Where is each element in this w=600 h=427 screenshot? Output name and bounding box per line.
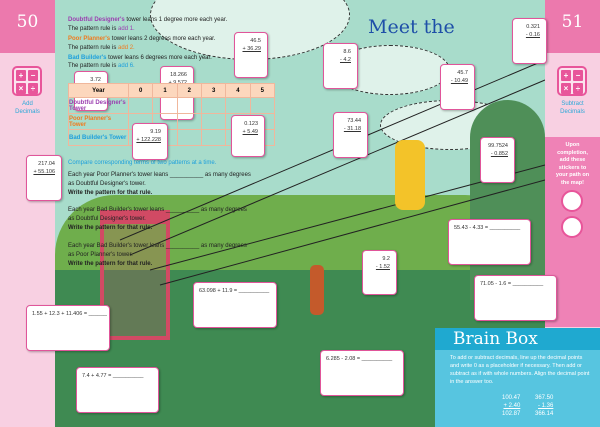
sticker-placeholder[interactable] <box>561 216 583 238</box>
page-title: Meet the <box>368 16 455 38</box>
problem-card[interactable]: 8.6- 4.2 <box>323 43 358 89</box>
problem-card[interactable]: 1.55 + 12.3 + 11.406 = ______ <box>26 305 110 351</box>
subject-label-right: Subtract Decimals <box>560 101 585 115</box>
zipliner-adult <box>395 140 425 210</box>
compare-question: as Doubtful Designer's tower. <box>68 181 146 187</box>
problem-card[interactable]: 63.098 + 11.9 = __________ <box>193 282 277 328</box>
problem-card[interactable]: 73.44- 31.18 <box>333 112 368 158</box>
problem-card[interactable]: 9.19 + 122.228 <box>132 123 168 160</box>
compare-question: Each year Poor Planner's tower leans ___… <box>68 172 251 178</box>
page-number-right: 51 <box>545 0 600 53</box>
compare-heading: Compare corresponding terms of two patte… <box>68 160 217 166</box>
compare-instruction: Write the pattern for that rule. <box>68 225 153 231</box>
compare-instruction: Write the pattern for that rule. <box>68 190 153 196</box>
problem-card[interactable]: 46.5 + 36.29 <box>234 32 268 78</box>
red-tower <box>100 210 170 340</box>
subtract-decimals-icon: + − × ÷ <box>557 66 587 96</box>
problem-card[interactable]: 7.4 + 4.77 = __________ <box>76 367 159 413</box>
compare-question: as Poor Planner's tower. <box>68 252 133 258</box>
pattern-3-rule: The pattern rule is add 6. <box>68 63 135 69</box>
pattern-1: Doubtful Designer's tower leans 1 degree… <box>68 17 228 23</box>
page-number-left: 50 <box>0 0 55 53</box>
problem-card[interactable]: 45.7- 10.49 <box>440 64 475 110</box>
problem-card[interactable]: 0.321- 0.16 <box>512 18 547 64</box>
pattern-1-rule: The pattern rule is add 1. <box>68 26 135 32</box>
pattern-2: Poor Planner's tower leans 2 degrees mor… <box>68 36 216 42</box>
compare-question: Each year Bad Builder's tower leans ____… <box>68 207 247 213</box>
compare-question: as Doubtful Designer's tower. <box>68 216 146 222</box>
pattern-3: Bad Builder's tower leans 6 degrees more… <box>68 55 212 61</box>
sticker-placeholder[interactable] <box>561 190 583 212</box>
compare-instruction: Write the pattern for that rule. <box>68 261 153 267</box>
problem-card[interactable]: 217.04 + 55.106 <box>26 155 62 201</box>
brain-box-title: Brain Box <box>435 328 600 350</box>
problem-card[interactable]: 6.285 - 2.08 = __________ <box>320 350 404 396</box>
example-subtraction: 367.50- 1.36 366.14 <box>535 395 554 417</box>
example-addition: 100.47 + 2.40 102.87 <box>502 395 521 417</box>
add-decimals-icon: + − × ÷ <box>12 66 42 96</box>
left-margin <box>0 0 55 427</box>
sticker-note: Upon completion, add these stickers to your … <box>555 142 590 186</box>
brain-box: Brain Box To add or subtract decimals, l… <box>435 328 600 427</box>
problem-card[interactable]: 55.43 - 4.33 = __________ <box>448 219 531 265</box>
zipliner-child <box>310 265 324 315</box>
problem-card[interactable]: 9.2- 1.52 <box>362 250 397 295</box>
subject-label-left: Add Decimals <box>15 101 40 115</box>
problem-card[interactable]: 99.7524- 0.852 <box>480 137 515 183</box>
palm-tree <box>470 100 545 300</box>
problem-card[interactable]: 71.05 - 1.6 = __________ <box>474 275 557 321</box>
pattern-2-rule: The pattern rule is add 2. <box>68 45 135 51</box>
brain-box-text: To add or subtract decimals, line up the… <box>450 355 590 385</box>
problem-card[interactable]: 0.123 + 5.49 <box>231 115 265 157</box>
compare-question: Each year Bad Builder's tower leans ____… <box>68 243 247 249</box>
